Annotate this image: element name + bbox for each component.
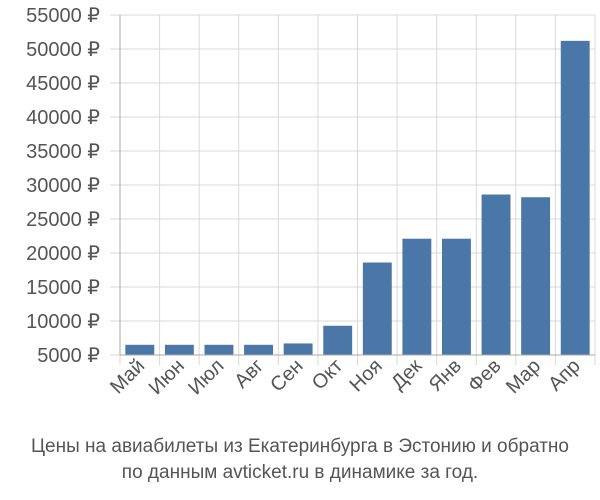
x-tick-label: Сен: [266, 355, 307, 396]
bar-9: [442, 238, 471, 355]
x-tick-label: Янв: [425, 355, 466, 396]
y-tick-label: 35000 ₽: [26, 141, 100, 163]
x-tick-label: Ноя: [346, 355, 387, 396]
bar-6: [323, 325, 353, 355]
y-tick-label: 5000 ₽: [37, 345, 100, 367]
x-tick-label: Май: [106, 355, 149, 398]
x-tick-label: Авг: [230, 355, 268, 393]
y-tick-label: 25000 ₽: [26, 209, 100, 231]
bar-12: [560, 40, 590, 356]
x-tick-label: Фев: [464, 355, 506, 397]
chart-caption-line-2: по данным avticket.ru в динамике за год.: [121, 462, 479, 483]
y-tick-label: 10000 ₽: [26, 311, 100, 333]
y-tick-label: 30000 ₽: [26, 175, 100, 197]
bar-10: [481, 194, 511, 355]
bar-2: [164, 344, 194, 355]
y-tick-label: 20000 ₽: [26, 243, 100, 265]
bar-3: [204, 344, 234, 355]
y-tick-label: 55000 ₽: [26, 5, 100, 27]
x-tick-label: Июл: [184, 355, 228, 399]
y-tick-label: 40000 ₽: [26, 107, 100, 129]
bar-4: [244, 344, 273, 355]
chart-caption-line-1: Цены на авиабилеты из Екатеринбурга в Эс…: [31, 436, 569, 457]
x-tick-label: Июн: [145, 355, 189, 399]
y-tick-label: 45000 ₽: [26, 73, 100, 95]
bar-5: [283, 343, 313, 355]
bar-11: [521, 197, 551, 355]
bar-1: [125, 344, 155, 355]
y-tick-label: 50000 ₽: [26, 39, 100, 61]
x-tick-label: Дек: [387, 355, 426, 394]
x-tick-label: Апр: [544, 355, 585, 396]
bar-8: [402, 238, 432, 355]
x-tick-label: Мар: [502, 355, 545, 398]
x-tick-label: Окт: [308, 355, 347, 394]
y-tick-labels: 5000 ₽ 10000 ₽ 15000 ₽ 20000 ₽ 25000 ₽ 30000 …: [26, 5, 100, 367]
y-tick-label: 15000 ₽: [26, 277, 100, 299]
bars: [125, 40, 590, 356]
bar-7: [362, 262, 392, 355]
axes: [119, 15, 595, 356]
